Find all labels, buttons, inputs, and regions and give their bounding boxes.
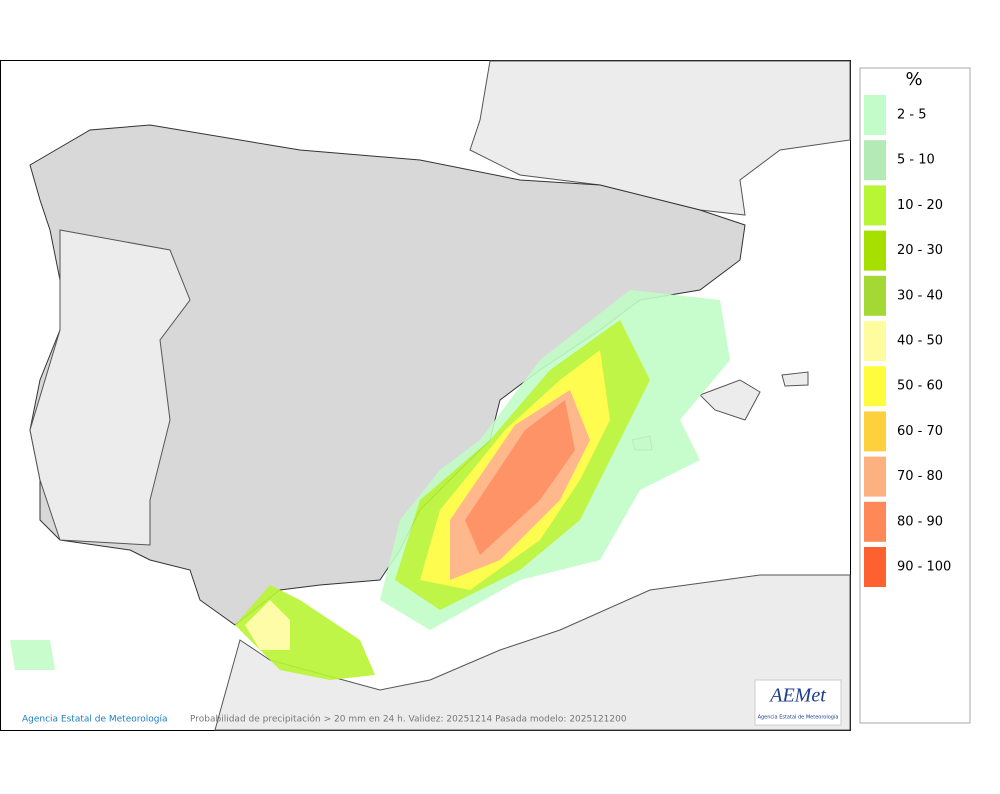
precipitation-field <box>10 290 730 680</box>
legend-label: 40 - 50 <box>897 334 943 349</box>
legend-swatch <box>864 456 886 497</box>
legend-swatch <box>864 366 886 407</box>
legend-label: 30 - 40 <box>897 288 943 303</box>
legend-label: 70 - 80 <box>897 469 943 484</box>
legend-items: 2 - 5 5 - 10 10 - 20 20 - 30 30 - 40 40 - 50 5… <box>864 95 951 587</box>
legend-swatch <box>864 547 886 587</box>
logo-name: AEMet <box>768 685 826 707</box>
mallorca <box>699 379 761 421</box>
legend-label: 50 - 60 <box>897 379 943 394</box>
logo-subtitle: Agencia Estatal de Meteorología <box>758 714 839 721</box>
legend-swatch <box>864 140 886 181</box>
legend-title: % <box>905 69 922 90</box>
copyright: Agencia Estatal de Meteorología <box>22 715 168 725</box>
legend-label: 80 - 90 <box>897 514 943 529</box>
legend-swatch <box>864 275 886 316</box>
legend-label: 20 - 30 <box>897 243 943 258</box>
legend-swatch <box>864 185 886 226</box>
legend-label: 2 - 5 <box>897 108 927 123</box>
legend-swatch <box>864 321 886 361</box>
legend-swatch <box>864 95 886 135</box>
legend-label: 90 - 100 <box>897 560 951 575</box>
legend-swatch <box>864 230 886 271</box>
legend-label: 5 - 10 <box>897 153 935 168</box>
logo: AEMet Agencia Estatal de Meteorología <box>754 679 842 726</box>
legend-label: 10 - 20 <box>897 198 943 213</box>
caption: Probabilidad de precipitación > 20 mm en… <box>190 714 627 725</box>
portugal <box>29 229 191 546</box>
logo-box <box>754 679 842 726</box>
legend-swatch <box>864 501 886 542</box>
legend-label: 60 - 70 <box>897 424 943 439</box>
africa <box>214 574 851 731</box>
legend-swatch <box>864 411 886 452</box>
menorca <box>781 371 809 387</box>
france <box>469 60 851 216</box>
